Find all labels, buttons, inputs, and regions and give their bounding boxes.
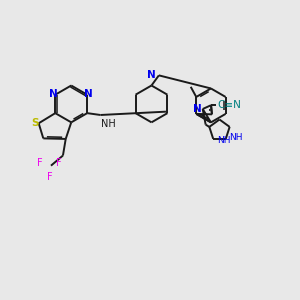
Text: NH: NH bbox=[217, 136, 230, 145]
Text: N: N bbox=[50, 89, 58, 99]
Text: N: N bbox=[84, 89, 93, 99]
Text: F: F bbox=[47, 172, 52, 182]
Text: N: N bbox=[147, 70, 156, 80]
Text: NH: NH bbox=[229, 133, 243, 142]
Text: C≡N: C≡N bbox=[218, 100, 242, 110]
Text: F: F bbox=[37, 158, 43, 168]
Text: NH: NH bbox=[101, 119, 116, 129]
Text: N: N bbox=[193, 104, 202, 114]
Text: F: F bbox=[56, 158, 62, 168]
Text: S: S bbox=[32, 118, 39, 128]
